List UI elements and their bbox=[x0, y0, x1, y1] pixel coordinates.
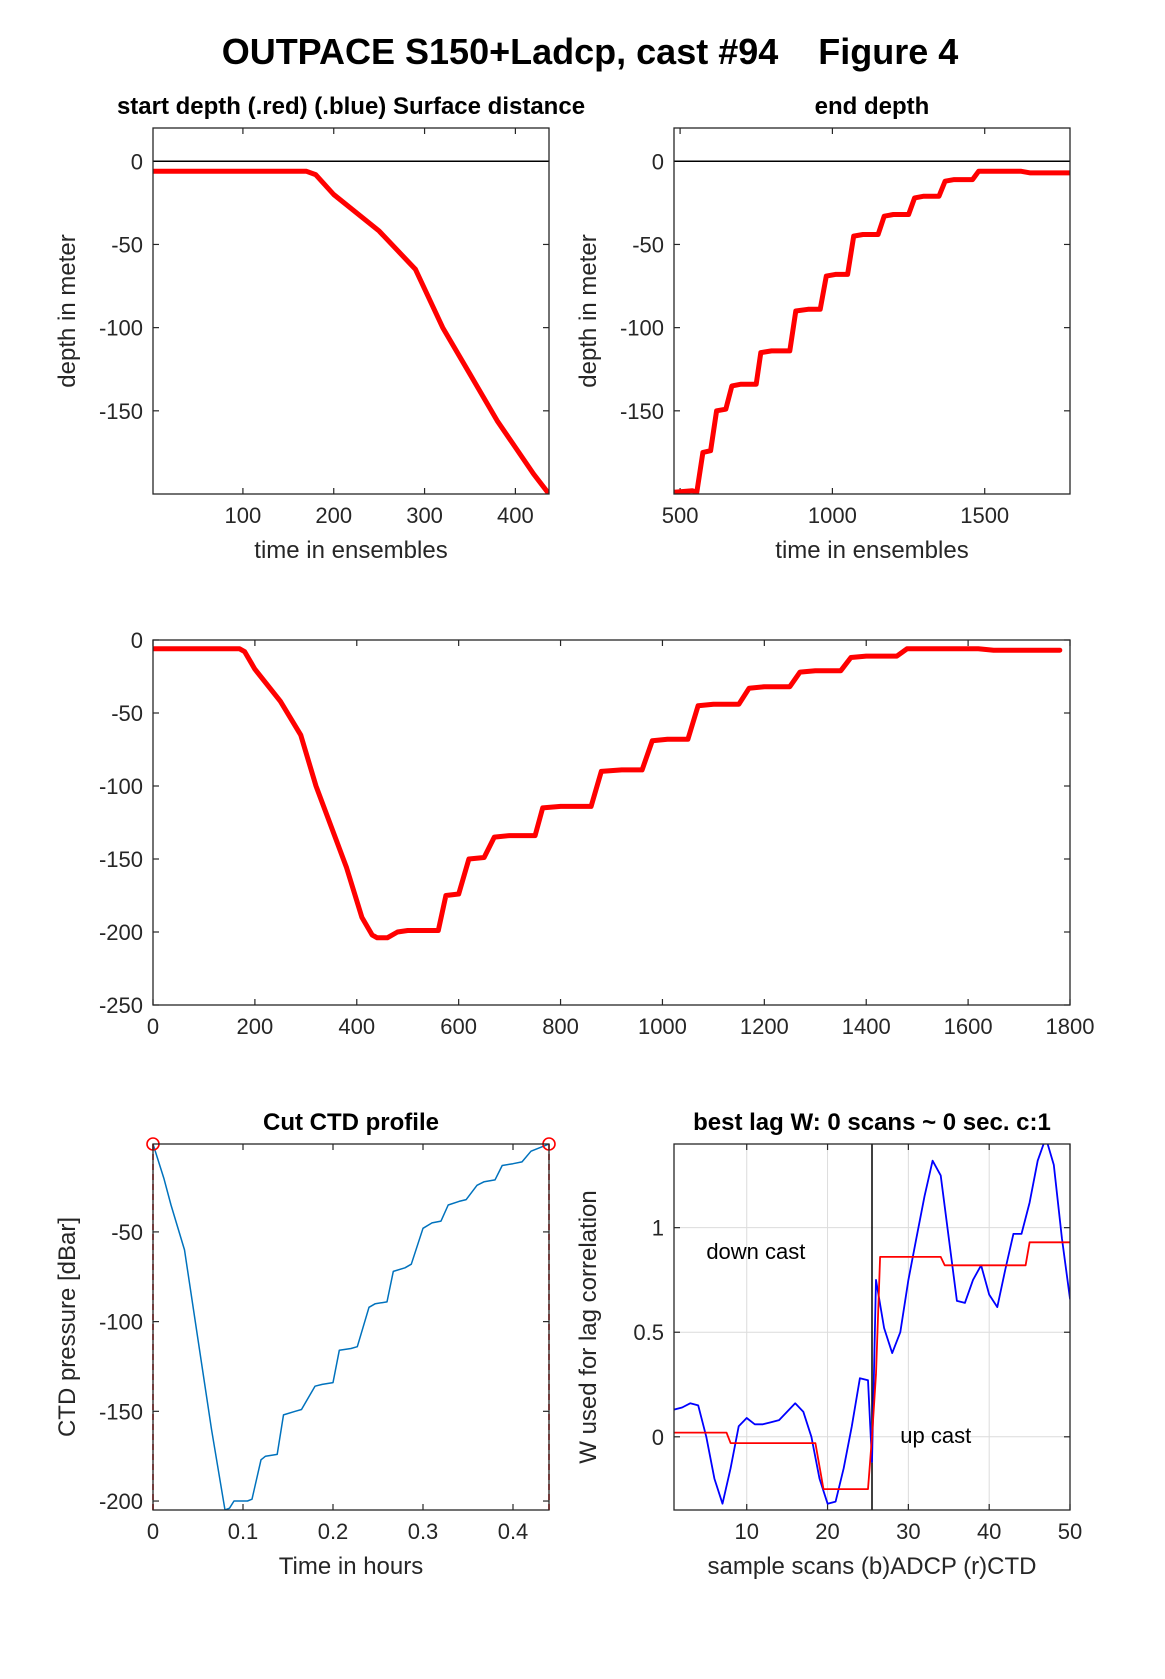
x-tick-label: 200 bbox=[237, 1014, 274, 1039]
y-tick-label: -250 bbox=[99, 993, 143, 1018]
series-line-1 bbox=[674, 1144, 1070, 1505]
axes-frame bbox=[152, 1143, 550, 1511]
x-tick-label: 1800 bbox=[1046, 1014, 1095, 1039]
x-tick-label: 30 bbox=[896, 1519, 920, 1544]
series-group bbox=[674, 168, 1070, 494]
y-tick-label: 1 bbox=[652, 1216, 664, 1241]
x-tick-label: 1200 bbox=[740, 1014, 789, 1039]
plot-title: best lag W: 0 scans ~ 0 sec. c:1 bbox=[693, 1109, 1051, 1136]
y-axis-label: depth in meter bbox=[575, 234, 602, 387]
plot-annotation: up cast bbox=[900, 1423, 971, 1448]
axes-frame bbox=[673, 127, 1071, 495]
y-tick-label: -200 bbox=[99, 1489, 143, 1514]
y-axis-label: CTD pressure [dBar] bbox=[54, 1217, 81, 1437]
plot-area bbox=[153, 128, 549, 494]
start-depth-axes: 100 200 300 400 0 -50 -100 -150 start depth (.re… bbox=[54, 93, 585, 564]
plot-area bbox=[153, 640, 1070, 1005]
x-tick-label: 300 bbox=[406, 503, 443, 528]
y-tick-label: 0 bbox=[131, 628, 143, 653]
y-tick-label: 0 bbox=[652, 149, 664, 174]
y-tick-label: -100 bbox=[99, 316, 143, 341]
series-group bbox=[674, 1144, 1070, 1505]
y-tick-label: -100 bbox=[620, 316, 664, 341]
y-tick-label: -150 bbox=[99, 399, 143, 424]
y-tick-label: -150 bbox=[99, 1399, 143, 1424]
end-depth-axes: 500 1000 1500 0 -50 -100 -150 end depth time in … bbox=[575, 93, 1071, 564]
x-tick-label: 0.2 bbox=[318, 1519, 349, 1544]
lag-correlation-axes: 10 20 30 40 50 0 0.5 1 down cast up cast best lag … bbox=[575, 1109, 1082, 1580]
series-group bbox=[153, 1144, 549, 1510]
series-line-2 bbox=[674, 1241, 1070, 1490]
x-tick-label: 200 bbox=[315, 503, 352, 528]
axes-frame bbox=[673, 1143, 1071, 1511]
series-line-1 bbox=[153, 646, 1063, 941]
cut-ctd-profile-axes: 0 0.1 0.2 0.3 0.4 -50 -100 -150 -200 Cut CTD prof… bbox=[54, 1109, 556, 1580]
y-tick-label: -50 bbox=[111, 1220, 143, 1245]
series-line-1 bbox=[674, 168, 1070, 494]
x-tick-label: 1500 bbox=[960, 503, 1009, 528]
x-axis-label: Time in hours bbox=[279, 1553, 424, 1580]
y-tick-label: 0 bbox=[652, 1425, 664, 1450]
full-depth-axes: 0 200 400 600 800 1000 1200 1400 1600 1800 0 -50 -10… bbox=[99, 628, 1095, 1039]
y-axis-label: depth in meter bbox=[54, 234, 81, 387]
series-group bbox=[153, 168, 549, 494]
x-tick-label: 1000 bbox=[808, 503, 857, 528]
x-tick-label: 400 bbox=[497, 503, 534, 528]
y-tick-label: 0 bbox=[131, 149, 143, 174]
series-line-1 bbox=[153, 168, 549, 494]
x-axis-label: sample scans (b)ADCP (r)CTD bbox=[708, 1553, 1037, 1580]
series-line-1 bbox=[153, 1144, 549, 1510]
plot-area bbox=[674, 128, 1070, 494]
y-tick-label: -100 bbox=[99, 1310, 143, 1335]
x-tick-label: 1400 bbox=[842, 1014, 891, 1039]
x-tick-label: 0.4 bbox=[498, 1519, 529, 1544]
y-tick-label: -150 bbox=[99, 847, 143, 872]
x-tick-label: 400 bbox=[338, 1014, 375, 1039]
y-tick-label: -50 bbox=[111, 232, 143, 257]
axes-frame bbox=[152, 639, 1071, 1006]
axes-frame bbox=[152, 127, 550, 495]
x-tick-label: 0.1 bbox=[228, 1519, 259, 1544]
plot-title: Cut CTD profile bbox=[263, 1109, 439, 1136]
x-tick-label: 100 bbox=[225, 503, 262, 528]
x-axis-label: time in ensembles bbox=[254, 537, 447, 564]
x-tick-label: 10 bbox=[734, 1519, 758, 1544]
x-tick-label: 0 bbox=[147, 1519, 159, 1544]
x-tick-label: 600 bbox=[440, 1014, 477, 1039]
x-tick-label: 50 bbox=[1058, 1519, 1082, 1544]
plot-title: start depth (.red) (.blue) Surface dista… bbox=[117, 93, 585, 120]
y-axis-label: W used for lag correlation bbox=[575, 1190, 602, 1463]
x-axis-label: time in ensembles bbox=[775, 537, 968, 564]
y-tick-label: -100 bbox=[99, 774, 143, 799]
x-tick-label: 20 bbox=[815, 1519, 839, 1544]
y-tick-label: -50 bbox=[111, 701, 143, 726]
series-group bbox=[153, 646, 1063, 941]
x-tick-label: 500 bbox=[662, 503, 699, 528]
y-tick-label: -200 bbox=[99, 920, 143, 945]
y-tick-label: -50 bbox=[632, 232, 664, 257]
x-tick-label: 1600 bbox=[944, 1014, 993, 1039]
plot-area bbox=[153, 1144, 549, 1510]
plot-title: end depth bbox=[815, 93, 930, 120]
x-tick-label: 800 bbox=[542, 1014, 579, 1039]
x-tick-label: 40 bbox=[977, 1519, 1001, 1544]
y-tick-label: 0.5 bbox=[633, 1320, 664, 1345]
plot-annotation: down cast bbox=[706, 1239, 805, 1264]
x-tick-label: 0.3 bbox=[408, 1519, 439, 1544]
x-tick-label: 0 bbox=[147, 1014, 159, 1039]
x-tick-label: 1000 bbox=[638, 1014, 687, 1039]
y-tick-label: -150 bbox=[620, 399, 664, 424]
figure-title: OUTPACE S150+Ladcp, cast #94 Figure 4 bbox=[222, 31, 959, 72]
